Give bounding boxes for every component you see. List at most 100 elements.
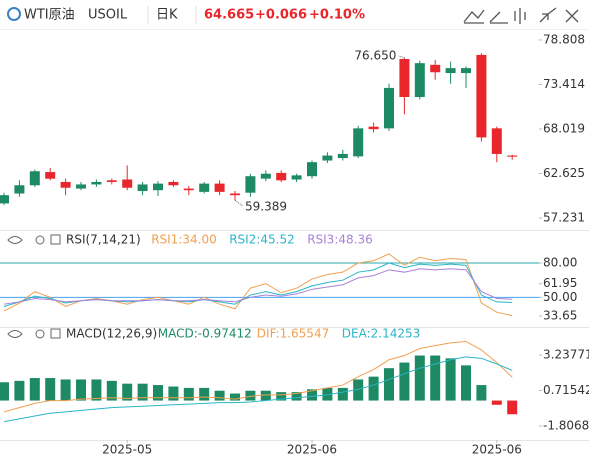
rsi-line xyxy=(3,253,513,317)
annotation: 76.650 xyxy=(354,48,396,62)
y-tick-label: 0.71542 xyxy=(543,383,589,397)
box-icon[interactable] xyxy=(50,328,61,339)
candle-body xyxy=(122,179,133,188)
macd-bar xyxy=(137,383,148,401)
period: 日K xyxy=(156,8,178,23)
y-tick-label: 50.00 xyxy=(543,290,577,304)
macd-bar xyxy=(245,390,256,401)
candle-body xyxy=(337,153,348,159)
macd-bar xyxy=(153,385,163,401)
rsi-header-icons xyxy=(7,234,61,339)
panel-title: RSI(7,14,21) xyxy=(66,233,141,247)
macd-bar xyxy=(122,383,133,401)
macd-bar xyxy=(461,365,471,401)
macd-bar xyxy=(91,379,102,401)
macd-bar xyxy=(307,389,317,401)
candle-body xyxy=(384,87,394,129)
candle-body xyxy=(214,183,225,192)
candle-body xyxy=(168,181,179,186)
tool-compare[interactable] xyxy=(539,7,557,23)
settings-icon[interactable] xyxy=(35,329,45,339)
candle-body xyxy=(29,171,40,186)
macd-bar xyxy=(384,368,394,401)
macd-line xyxy=(3,340,513,413)
candle-body xyxy=(260,173,271,179)
header: WTI原油 USOIL 日K 64.665 +0.066 +0.10% xyxy=(0,6,589,30)
tool-indicator[interactable] xyxy=(463,9,485,24)
macd-bar xyxy=(0,382,9,401)
macd-bar xyxy=(276,392,287,401)
candle-body xyxy=(45,172,56,179)
percent: +0.10% xyxy=(309,8,365,23)
symbol: WTI原油 xyxy=(24,8,75,23)
candle-body xyxy=(14,185,25,194)
candle-body xyxy=(491,128,502,154)
y-tick-label: 33.65 xyxy=(543,309,577,323)
macd-bar xyxy=(491,400,502,405)
macd-bar xyxy=(353,379,364,401)
candle-body xyxy=(183,188,194,191)
settings-icon[interactable] xyxy=(35,235,45,245)
price: 64.665 xyxy=(204,8,254,23)
candle-body xyxy=(291,175,302,180)
candle-body xyxy=(353,128,364,157)
macd-bar xyxy=(507,400,518,415)
box-icon[interactable] xyxy=(50,234,61,245)
macd-bar xyxy=(214,390,225,401)
y-tick-label: 61.95 xyxy=(543,276,577,290)
macd-bar xyxy=(476,385,487,401)
macd-bar xyxy=(106,380,117,401)
annotation: 59.389 xyxy=(245,200,287,214)
macd-bar xyxy=(230,393,240,401)
legend-entry: RSI3:48.36 xyxy=(307,233,373,247)
candle-body xyxy=(322,155,333,161)
macd-bar xyxy=(430,355,441,401)
y-tick-label: 3.23771 xyxy=(543,347,589,361)
legend-entry: DEA:2.14253 xyxy=(342,327,421,341)
candle-body xyxy=(276,172,287,181)
tool-close[interactable] xyxy=(565,9,579,23)
eye-icon[interactable] xyxy=(7,236,23,244)
code: USOIL xyxy=(88,8,128,23)
candle-body xyxy=(245,176,256,193)
y-tick-label: -1.80687 xyxy=(543,418,589,432)
candle-body xyxy=(414,63,425,97)
macd-bar xyxy=(76,379,86,401)
y-tick-label: 73.414 xyxy=(543,77,585,91)
annotation-leader xyxy=(398,55,405,59)
y-tick-label: 80.00 xyxy=(543,256,577,270)
macd-bar xyxy=(260,390,271,401)
candle-body xyxy=(230,193,240,196)
candle-body xyxy=(399,59,410,97)
x-tick-label: 2025-06 xyxy=(472,443,522,457)
macd-bar xyxy=(445,358,456,401)
change: +0.066 xyxy=(255,8,307,23)
candle-body xyxy=(461,68,471,74)
candle-body xyxy=(368,126,379,130)
macd-bar xyxy=(291,392,302,401)
candle-body xyxy=(76,184,86,189)
legend-entry: RSI2:45.52 xyxy=(229,233,295,247)
macd-bar xyxy=(14,380,25,401)
candle-body xyxy=(106,180,117,182)
candle-body xyxy=(199,183,210,192)
candle-body xyxy=(0,195,9,204)
macd-bar xyxy=(183,387,194,401)
y-tick-label: 68.019 xyxy=(543,122,585,136)
eye-icon[interactable] xyxy=(7,330,23,338)
macd-bar xyxy=(414,355,425,401)
macd-bar xyxy=(399,362,410,401)
panel-title: MACD(12,26,9) xyxy=(66,327,157,341)
macd-bar xyxy=(168,386,179,401)
legend-entry: MACD:-0.97412 xyxy=(158,327,252,341)
candle-body xyxy=(430,64,441,73)
candle-body xyxy=(476,54,487,138)
annotation-leader xyxy=(234,199,244,207)
symbol-icon xyxy=(7,7,21,21)
candle-body xyxy=(507,155,518,157)
macd-bar xyxy=(199,387,210,401)
tool-candle[interactable] xyxy=(514,8,526,24)
tool-draw[interactable] xyxy=(489,11,508,24)
candle-body xyxy=(153,183,163,191)
